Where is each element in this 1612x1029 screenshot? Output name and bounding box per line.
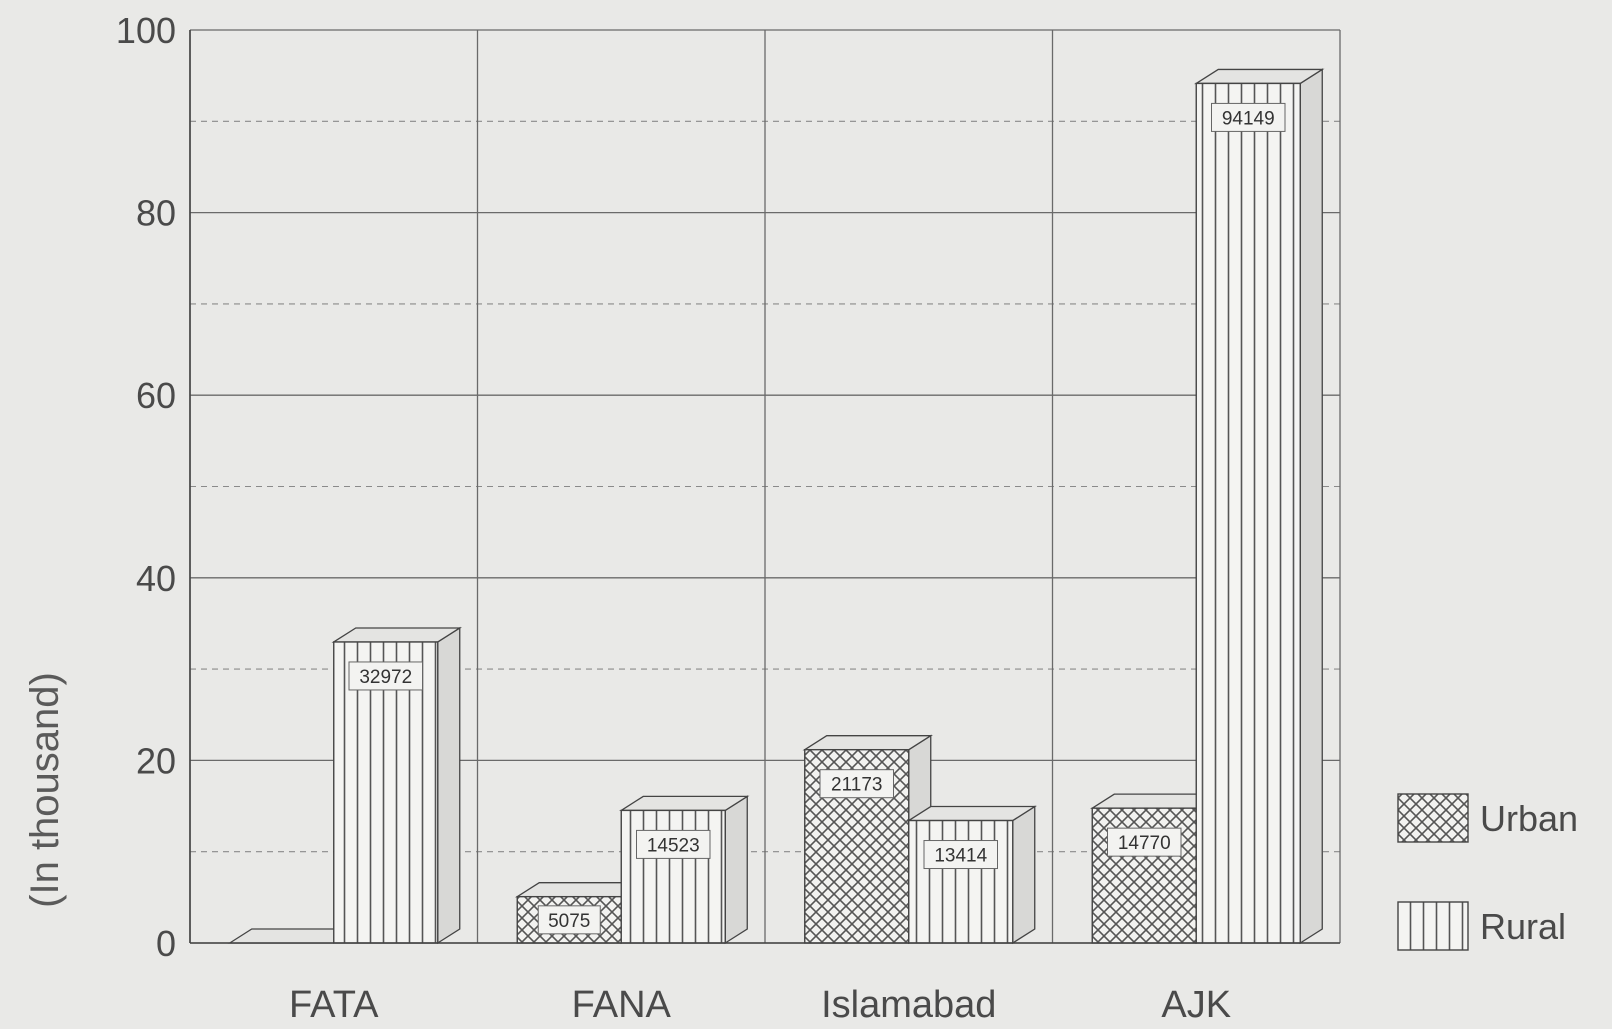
bar-rural-ajk-side (1299, 68, 1323, 945)
y-axis-label: (In thousand) (23, 672, 67, 908)
bar-rural-islamabad (908, 819, 1014, 944)
legend-swatch-urban (1397, 793, 1469, 843)
bar-rural-fana-top (619, 795, 750, 812)
y-tick-label: 0 (156, 923, 176, 964)
bar-rural-fata (333, 641, 439, 944)
x-tick-label: FANA (572, 984, 672, 1026)
bar-rural-fata-side (437, 626, 461, 945)
bar-rural-fata-top (331, 627, 462, 643)
data-label: 21173 (831, 775, 882, 796)
data-label: 94149 (1222, 108, 1275, 129)
legend-label-urban: Urban (1480, 798, 1578, 839)
bar-rural-ajk-top (1194, 68, 1325, 85)
data-label-box (923, 840, 998, 870)
y-tick-label: 40 (136, 558, 176, 599)
data-label: 13414 (934, 846, 987, 867)
y-tick-label: 80 (136, 193, 176, 234)
data-label: 14770 (1118, 833, 1171, 854)
data-label-box (348, 661, 423, 691)
data-label-box (636, 829, 711, 859)
data-label: 5075 (548, 911, 590, 932)
bars (227, 68, 1325, 945)
y-tick-label: 100 (116, 10, 176, 51)
bar-rural-islamabad-top (906, 805, 1037, 822)
bar-rural-islamabad-side (1012, 805, 1036, 945)
bar-rural-fana-side (724, 795, 748, 945)
data-label-box (1107, 827, 1182, 857)
legend-swatch-rural (1397, 901, 1469, 951)
data-label-box (819, 769, 894, 799)
x-tick-label: FATA (289, 984, 379, 1026)
data-label: 14523 (647, 835, 700, 856)
y-tick-label: 20 (136, 740, 176, 781)
data-label: 32972 (359, 667, 412, 688)
legend-label-rural: Rural (1480, 906, 1566, 947)
bar-urban-islamabad-top (802, 735, 933, 751)
x-tick-label: AJK (1161, 984, 1231, 1026)
y-tick-label: 60 (136, 375, 176, 416)
data-label-box (537, 905, 601, 935)
data-labels: 32972 5075 14523 21173 13414 14770 94149 (348, 102, 1286, 935)
bar-rural-ajk (1195, 82, 1301, 944)
legend: Urban Rural (1397, 793, 1578, 951)
data-label-box (1211, 102, 1286, 132)
x-tick-label: Islamabad (821, 984, 996, 1026)
axes: 0 20 40 60 80 100 (In thousand) FATA FANA Islamab… (23, 10, 1340, 1026)
